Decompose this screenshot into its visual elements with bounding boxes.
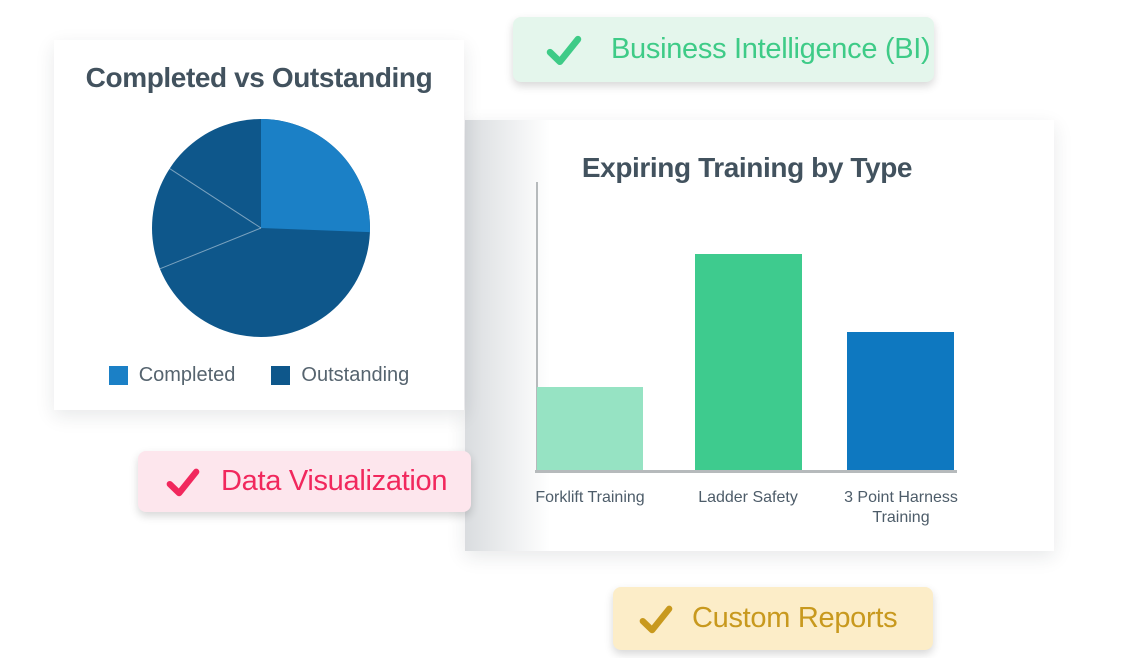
pie-chart-card: Completed vs Outstanding Completed Outst… (54, 40, 464, 410)
bar-3-point-harness (847, 331, 954, 470)
pie-slice-divider (169, 168, 262, 229)
check-icon (638, 601, 674, 637)
bar-chart-x-axis (535, 470, 957, 473)
pie-chart (152, 119, 370, 337)
pie-slice-completed (261, 119, 370, 233)
pie-chart-title: Completed vs Outstanding (85, 62, 433, 93)
bar-forklift-training (537, 386, 643, 470)
badge-label: Business Intelligence (BI) (611, 33, 931, 65)
legend-label-completed: Completed (138, 364, 236, 386)
check-icon (545, 31, 583, 69)
badge-label: Custom Reports (692, 602, 898, 634)
bar-label-forklift-training: Forklift Training (535, 489, 645, 506)
legend-swatch-completed (108, 366, 128, 385)
check-icon (165, 464, 201, 500)
bar-chart-card: Expiring Training by Type Forklift Train… (465, 120, 1054, 551)
pie-card-shadow (465, 120, 550, 551)
badge-custom-reports[interactable]: Custom Reports (613, 587, 933, 650)
pie-slice-divider (159, 227, 262, 270)
pie-legend: Completed Outstanding (54, 364, 464, 387)
legend-item-completed: Completed (108, 364, 236, 387)
legend-item-outstanding: Outstanding (271, 364, 409, 387)
badge-business-intelligence[interactable]: Business Intelligence (BI) (513, 17, 934, 82)
badge-data-visualization[interactable]: Data Visualization (138, 451, 471, 512)
bar-label-ladder-safety: Ladder Safety (698, 489, 798, 506)
bar-label-3-point-harness: 3 Point Harness Training (844, 489, 958, 526)
legend-label-outstanding: Outstanding (301, 364, 410, 386)
legend-swatch-outstanding (271, 366, 291, 385)
badge-label: Data Visualization (221, 465, 448, 497)
bar-chart-title: Expiring Training by Type (581, 152, 913, 183)
bar-chart-y-axis (536, 182, 538, 471)
bar-ladder-safety (695, 254, 802, 470)
